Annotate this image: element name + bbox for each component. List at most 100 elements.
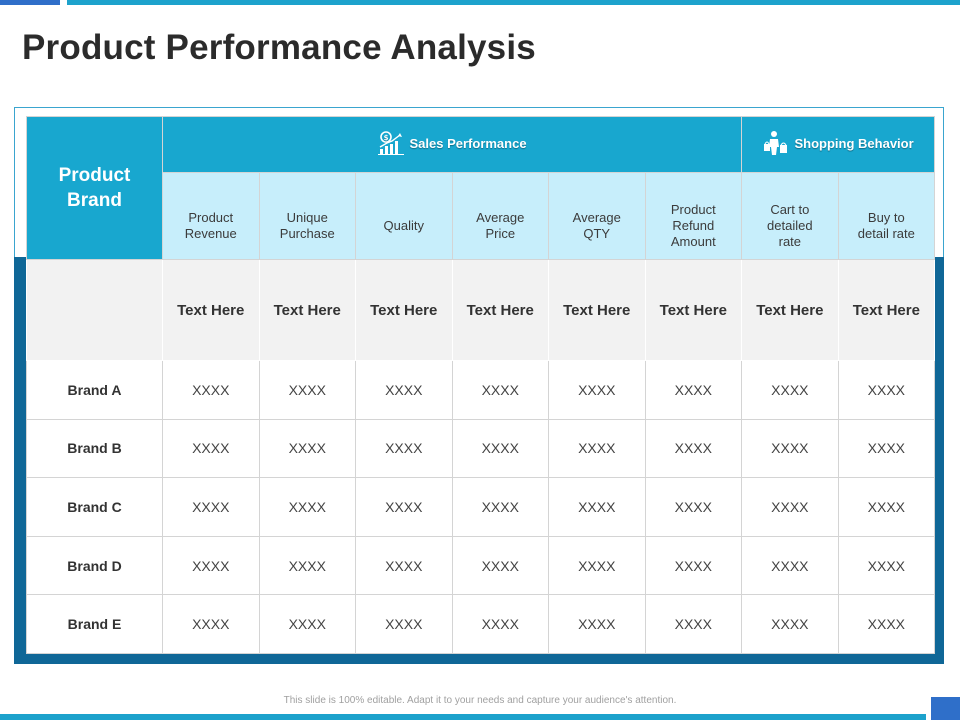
data-cell: XXXX <box>548 360 646 420</box>
data-cell: XXXX <box>644 535 743 596</box>
brand-name-cell: Brand B <box>26 418 163 479</box>
text-row-blank-cell <box>26 259 163 361</box>
data-cell: XXXX <box>837 418 936 479</box>
column-header-line: detailed <box>767 218 813 233</box>
column-header-line: Unique <box>286 210 328 225</box>
text-placeholder-cell: Text Here <box>162 259 260 361</box>
page-title: Product Performance Analysis <box>22 28 536 67</box>
data-cell: XXXX <box>451 535 549 596</box>
text-placeholder-cell: Text Here <box>451 259 549 361</box>
data-cell: XXXX <box>258 360 356 420</box>
data-cell: XXXX <box>741 594 839 654</box>
shopping-behavior-label: Shopping Behavior <box>794 135 914 151</box>
column-header-row: Product Revenue Unique Purchase Quality Av… <box>27 172 936 260</box>
data-cell: XXXX <box>741 360 839 420</box>
data-cell: XXXX <box>548 535 646 596</box>
data-cell: XXXX <box>644 594 743 654</box>
shopper-bags-icon <box>763 131 787 155</box>
data-cell: XXXX <box>258 594 356 654</box>
top-accent-bar-left <box>0 0 60 5</box>
data-cell: XXXX <box>644 360 743 420</box>
column-header-buy-to-detail-rate: Buy to detail rate <box>837 172 936 260</box>
column-header-line: Price <box>485 226 516 241</box>
column-header-line: rate <box>778 234 802 249</box>
data-cell: XXXX <box>162 418 260 479</box>
column-header-product-refund-amount: Product Refund Amount <box>644 172 743 260</box>
data-cell: XXXX <box>162 594 260 654</box>
data-cell: XXXX <box>355 418 453 479</box>
sales-performance-header: $ Sales Performance <box>161 116 743 173</box>
data-cell: XXXX <box>451 594 549 654</box>
table-row-brand-b: Brand B XXXX XXXX XXXX XXXX XXXX XXXX XX… <box>26 418 936 479</box>
column-header-line: detail rate <box>857 226 915 241</box>
data-cell: XXXX <box>837 594 936 654</box>
column-header-line: Amount <box>670 234 716 249</box>
table-row-brand-a: Brand A XXXX XXXX XXXX XXXX XXXX XXXX XX… <box>26 360 936 420</box>
brand-name-cell: Brand D <box>26 535 163 596</box>
column-header-line: Refund <box>672 218 715 233</box>
column-header-line: Cart to <box>770 202 810 217</box>
data-cell: XXXX <box>451 477 549 537</box>
data-cell: XXXX <box>258 477 356 537</box>
data-cell: XXXX <box>162 535 260 596</box>
sales-performance-label: Sales Performance <box>409 135 527 151</box>
money-growth-chart-icon: $ <box>377 131 404 155</box>
data-cell: XXXX <box>451 418 549 479</box>
column-header-line: Average <box>572 210 621 225</box>
text-placeholder-cell: Text Here <box>548 259 646 361</box>
data-cell: XXXX <box>162 360 260 420</box>
product-brand-header-line1: Product <box>58 165 131 186</box>
data-cell: XXXX <box>741 535 839 596</box>
text-placeholder-cell: Text Here <box>355 259 453 361</box>
data-cell: XXXX <box>644 477 743 537</box>
data-cell: XXXX <box>451 360 549 420</box>
product-brand-header-line2: Brand <box>67 190 122 211</box>
table-row-brand-e: Brand E XXXX XXXX XXXX XXXX XXXX XXXX XX… <box>26 594 936 654</box>
data-cell: XXXX <box>837 535 936 596</box>
data-cell: XXXX <box>258 418 356 479</box>
data-cell: XXXX <box>837 360 936 420</box>
column-header-line: Product <box>188 210 234 225</box>
data-cell: XXXX <box>837 477 936 537</box>
data-cell: XXXX <box>548 477 646 537</box>
table-row-brand-d: Brand D XXXX XXXX XXXX XXXX XXXX XXXX XX… <box>26 535 936 596</box>
column-header-line: Purchase <box>279 226 335 241</box>
performance-table: Product Brand $ Sales <box>26 116 936 654</box>
column-header-line: QTY <box>583 226 611 241</box>
column-header-line: Buy to <box>867 210 905 225</box>
top-accent-bar-right <box>67 0 960 5</box>
brand-name-cell: Brand C <box>26 477 163 537</box>
column-header-quality: Quality <box>355 172 453 260</box>
data-cell: XXXX <box>644 418 743 479</box>
column-header-unique-purchase: Unique Purchase <box>258 172 356 260</box>
svg-text:$: $ <box>383 134 388 142</box>
product-brand-header: Product Brand <box>26 116 163 260</box>
text-placeholder-cell: Text Here <box>258 259 356 361</box>
data-cell: XXXX <box>548 418 646 479</box>
group-header-row: Product Brand $ Sales <box>26 116 936 260</box>
column-header-average-price: Average Price <box>451 172 549 260</box>
data-cell: XXXX <box>355 477 453 537</box>
column-header-cart-to-detailed-rate: Cart to detailed rate <box>741 172 839 260</box>
data-cell: XXXX <box>548 594 646 654</box>
shopping-behavior-header: Shopping Behavior <box>741 116 936 173</box>
bottom-accent-bar <box>0 714 926 720</box>
column-header-line: Average <box>476 210 525 225</box>
text-placeholder-cell: Text Here <box>837 259 936 361</box>
data-cell: XXXX <box>741 418 839 479</box>
data-cell: XXXX <box>355 360 453 420</box>
column-header-line: Revenue <box>184 226 237 241</box>
data-cell: XXXX <box>355 594 453 654</box>
data-cell: XXXX <box>741 477 839 537</box>
column-header-product-revenue: Product Revenue <box>162 172 260 260</box>
column-header-line: Quality <box>383 218 424 233</box>
table-row-brand-c: Brand C XXXX XXXX XXXX XXXX XXXX XXXX XX… <box>26 477 936 537</box>
footnote: This slide is 100% editable. Adapt it to… <box>283 695 677 706</box>
text-placeholder-row: Text Here Text Here Text Here Text Here … <box>26 259 936 361</box>
text-placeholder-cell: Text Here <box>644 259 743 361</box>
column-header-average-qty: Average QTY <box>548 172 646 260</box>
brand-name-cell: Brand E <box>26 594 163 654</box>
data-cell: XXXX <box>355 535 453 596</box>
data-cell: XXXX <box>258 535 356 596</box>
text-placeholder-cell: Text Here <box>741 259 839 361</box>
